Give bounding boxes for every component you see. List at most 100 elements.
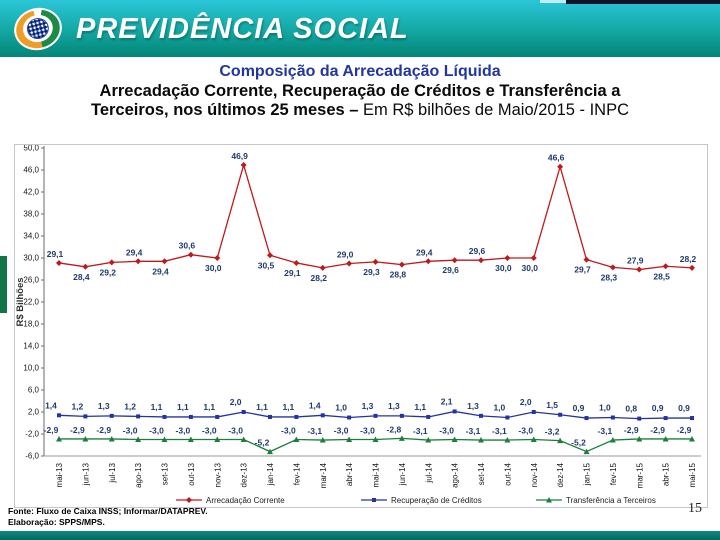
svg-text:-2,9: -2,9 (624, 425, 639, 435)
svg-text:29,4: 29,4 (126, 247, 143, 257)
x-axis-ticks: mai-13 jun-13 jul-13 ago-13 set-13 out-13 nov-… (55, 462, 697, 488)
page-number: 15 (688, 501, 702, 516)
svg-text:28,8: 28,8 (390, 270, 407, 280)
title-block: Composição da Arrecadação Líquida Arreca… (0, 62, 720, 120)
svg-text:abr-15: abr-15 (662, 462, 671, 486)
svg-text:30,0: 30,0 (205, 263, 222, 273)
svg-text:28,5: 28,5 (653, 271, 670, 281)
svg-text:29,4: 29,4 (152, 266, 169, 276)
svg-text:-3,1: -3,1 (598, 426, 613, 436)
svg-text:46,9: 46,9 (231, 151, 248, 161)
top-notch-decoration (540, 0, 566, 3)
svg-text:27,9: 27,9 (627, 256, 644, 266)
svg-text:1,0: 1,0 (493, 403, 505, 413)
svg-text:29,4: 29,4 (416, 247, 433, 257)
svg-text:-2,0: -2,0 (25, 430, 39, 439)
svg-text:18,0: 18,0 (23, 320, 39, 329)
source-note: Fonte: Fluxo de Caixa INSS; Informar/DAT… (8, 506, 208, 528)
svg-text:dez-14: dez-14 (556, 462, 565, 487)
svg-text:30,5: 30,5 (258, 260, 275, 270)
svg-text:jul-13: jul-13 (108, 462, 117, 483)
svg-text:-3,0: -3,0 (149, 426, 164, 436)
svg-text:1,1: 1,1 (151, 402, 163, 412)
svg-text:28,4: 28,4 (73, 272, 90, 282)
y-axis-ticks: 50,0 46,0 42,0 38,0 34,0 30,0 26,0 22,0 18,0 14,0… (23, 144, 44, 461)
svg-text:30,0: 30,0 (495, 263, 512, 273)
left-accent-bar (0, 256, 7, 313)
svg-text:mar-14: mar-14 (319, 462, 328, 488)
svg-text:jul-14: jul-14 (424, 462, 433, 483)
svg-text:1,3: 1,3 (362, 401, 374, 411)
svg-text:abr-14: abr-14 (345, 462, 354, 486)
svg-text:mar-15: mar-15 (635, 462, 644, 488)
series-recupera-o-de-cr-ditos: 1,4 1,2 1,3 1,2 1,1 1,1 1,1 2,0 1,1 1,1 1,4 1,0 1,3 1… (45, 396, 694, 421)
svg-text:fev-15: fev-15 (609, 462, 618, 485)
svg-text:-3,2: -3,2 (545, 427, 560, 437)
svg-text:26,0: 26,0 (23, 276, 39, 285)
legend-label: Arrecadação Corrente (206, 496, 285, 505)
svg-text:28,2: 28,2 (310, 273, 327, 283)
svg-text:-5,2: -5,2 (571, 438, 586, 448)
arrecadacao-liquida-chart: 50,0 46,0 42,0 38,0 34,0 30,0 26,0 22,0 18,0 14,0… (14, 144, 708, 508)
svg-text:0,9: 0,9 (678, 403, 690, 413)
svg-text:mai-14: mai-14 (372, 462, 381, 487)
source-line1: Fonte: Fluxo de Caixa INSS; Informar/DAT… (8, 506, 208, 516)
svg-text:1,2: 1,2 (124, 401, 136, 411)
svg-text:jun-14: jun-14 (398, 462, 407, 486)
svg-text:29,6: 29,6 (469, 246, 486, 256)
svg-text:22,0: 22,0 (23, 298, 39, 307)
svg-text:30,0: 30,0 (23, 254, 39, 263)
svg-text:-3,1: -3,1 (413, 426, 428, 436)
svg-text:0,9: 0,9 (652, 403, 664, 413)
svg-text:set-14: set-14 (477, 462, 486, 485)
svg-text:29,3: 29,3 (363, 267, 380, 277)
line-chart-canvas: 50,0 46,0 42,0 38,0 34,0 30,0 26,0 22,0 18,0 14,0… (15, 144, 701, 505)
svg-text:-2,9: -2,9 (96, 425, 111, 435)
svg-text:10,0: 10,0 (23, 364, 39, 373)
svg-text:-2,8: -2,8 (387, 424, 402, 434)
svg-text:-2,9: -2,9 (44, 425, 59, 435)
svg-text:1,1: 1,1 (414, 402, 426, 412)
svg-text:dez-13: dez-13 (240, 462, 249, 487)
svg-text:-2,9: -2,9 (70, 425, 85, 435)
svg-text:42,0: 42,0 (23, 188, 39, 197)
svg-text:29,2: 29,2 (99, 267, 116, 277)
svg-text:29,7: 29,7 (574, 265, 591, 275)
svg-text:jan-14: jan-14 (266, 462, 275, 486)
svg-text:29,0: 29,0 (337, 250, 354, 260)
svg-text:nov-13: nov-13 (213, 462, 222, 487)
svg-text:46,6: 46,6 (548, 153, 565, 163)
svg-text:14,0: 14,0 (23, 342, 39, 351)
subtitle-line3-regular: Em R$ bilhões de Maio/2015 - INPC (363, 101, 630, 119)
header-banner: PREVIDÊNCIA SOCIAL (0, 0, 720, 57)
svg-text:2,1: 2,1 (441, 396, 453, 406)
svg-text:29,1: 29,1 (284, 268, 301, 278)
page-subtitle: Arrecadação Corrente, Recuperação de Cré… (0, 82, 720, 120)
svg-text:0,8: 0,8 (625, 404, 637, 414)
svg-text:2,0: 2,0 (520, 397, 532, 407)
svg-text:ago-14: ago-14 (451, 462, 460, 487)
svg-text:34,0: 34,0 (23, 232, 39, 241)
svg-text:29,6: 29,6 (442, 265, 459, 275)
svg-text:-3,0: -3,0 (518, 426, 533, 436)
svg-text:1,1: 1,1 (256, 402, 268, 412)
svg-text:mai-13: mai-13 (55, 462, 64, 487)
svg-text:-5,2: -5,2 (255, 438, 270, 448)
svg-text:1,0: 1,0 (599, 403, 611, 413)
svg-text:1,1: 1,1 (177, 402, 189, 412)
svg-text:out-13: out-13 (187, 462, 196, 485)
svg-text:-3,1: -3,1 (466, 426, 481, 436)
series-transfer-ncia-a-terceiros: -2,9 -2,9 -2,9 -3,0 -3,0 -3,0 -3,0 -3,0 -5,2 -3,0… (44, 424, 695, 455)
svg-text:29,1: 29,1 (47, 249, 64, 259)
svg-text:fev-14: fev-14 (292, 462, 301, 485)
svg-text:1,4: 1,4 (45, 400, 57, 410)
svg-text:1,0: 1,0 (335, 403, 347, 413)
svg-text:1,2: 1,2 (71, 401, 83, 411)
svg-text:-3,0: -3,0 (123, 426, 138, 436)
svg-text:50,0: 50,0 (23, 145, 39, 153)
legend-label: Recuperação de Créditos (391, 496, 482, 505)
source-line2: Elaboração: SPPS/MPS. (8, 517, 105, 527)
svg-text:1,3: 1,3 (98, 401, 110, 411)
svg-text:1,1: 1,1 (282, 402, 294, 412)
